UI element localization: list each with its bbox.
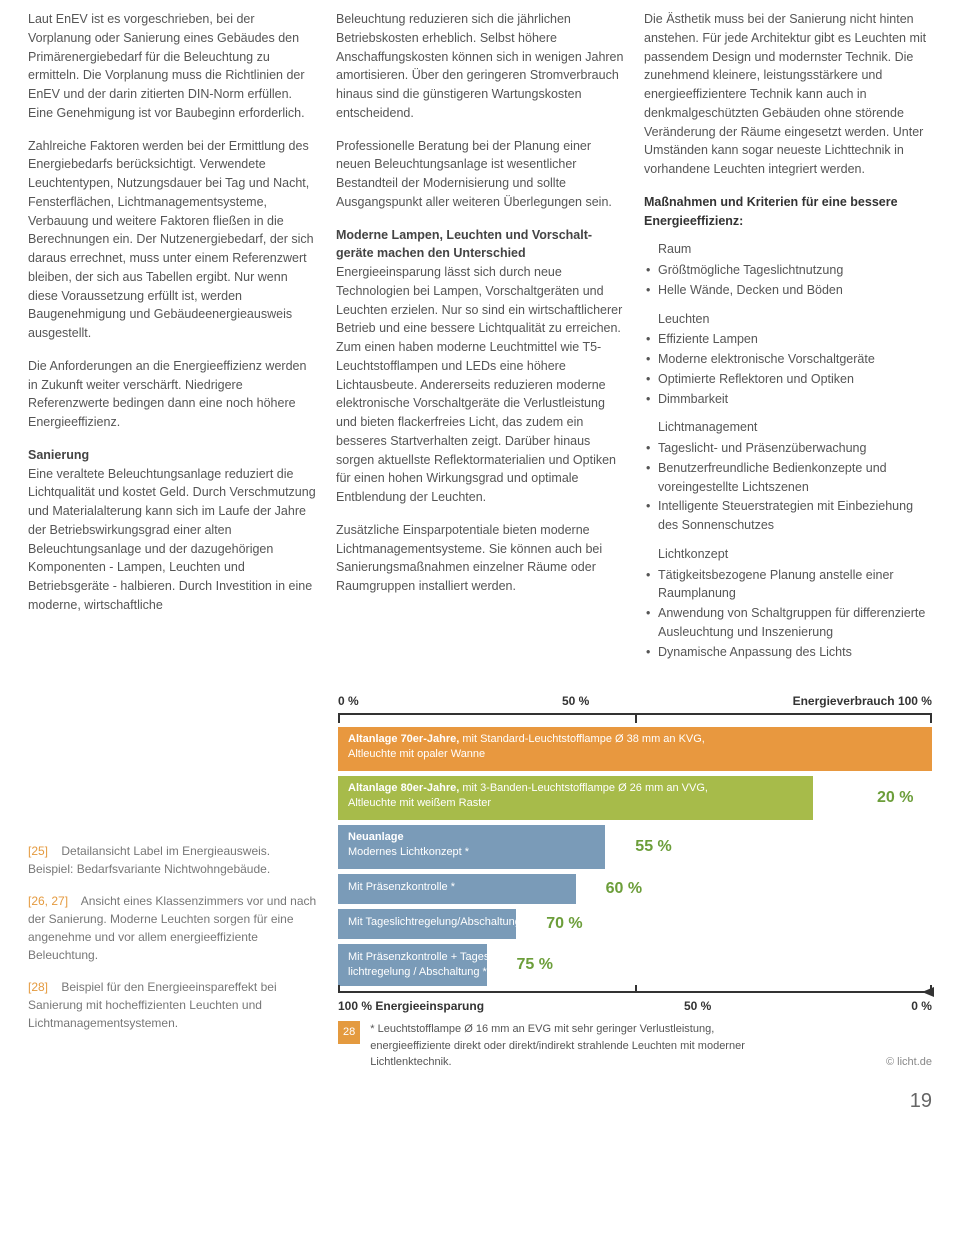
bar-container: Altanlage 70er-Jahre, mit Standard-Leuch… bbox=[338, 727, 932, 869]
credit: © licht.de bbox=[886, 1054, 932, 1071]
category-lichtkonzept: Lichtkonzept bbox=[644, 545, 932, 564]
bottom-section: [25] Detailansicht Label im Energieauswe… bbox=[28, 692, 932, 1071]
axis-label: 100 % Energieeinsparung bbox=[338, 997, 484, 1015]
measures-intro-line: Maßnahmen und Kriterien für eine bessere bbox=[644, 195, 898, 209]
figure-number-badge: 28 bbox=[338, 1021, 360, 1044]
bullet-list-raum: Größtmögliche TageslichtnutzungHelle Wän… bbox=[644, 261, 932, 300]
bullet-list-leuchten: Effiziente LampenModerne elektronische V… bbox=[644, 330, 932, 408]
bullet-item: Optimierte Reflektoren und Optiken bbox=[644, 370, 932, 389]
caption-text: Detailansicht Label im Energieausweis. B… bbox=[28, 844, 270, 876]
axis-label: 0 % bbox=[911, 997, 932, 1015]
paragraph: Die Ästhetik muss bei der Sanierung nich… bbox=[644, 10, 932, 179]
savings-label: 55 % bbox=[635, 835, 671, 859]
bullet-item: Moderne elektronische Vorschaltgeräte bbox=[644, 350, 932, 369]
paragraph: Laut EnEV ist es vorgeschrieben, bei der… bbox=[28, 10, 316, 123]
bullet-item: Dimmbarkeit bbox=[644, 390, 932, 409]
arrow-icon bbox=[922, 987, 934, 997]
bullet-item: Effiziente Lampen bbox=[644, 330, 932, 349]
figure-ref: [25] bbox=[28, 844, 48, 858]
footnote-text: * Leuchtstofflampe Ø 16 mm an EVG mit se… bbox=[370, 1021, 770, 1071]
paragraph: Zusätzliche Einsparpotentiale bieten mod… bbox=[336, 521, 624, 596]
category-raum: Raum bbox=[644, 240, 932, 259]
bar-row: Mit Tageslichtregelung/Abschaltung * 70 % bbox=[338, 909, 932, 939]
bullet-item: Dynamische Anpassung des Lichts bbox=[644, 643, 932, 662]
ruler-bottom bbox=[338, 991, 932, 999]
measures-intro-line: Energieeffizienz: bbox=[644, 214, 743, 228]
paragraph-text: Energieeinsparung lässt sich durch neue … bbox=[336, 265, 622, 504]
column-1: Laut EnEV ist es vorgeschrieben, bei der… bbox=[28, 10, 316, 662]
savings-label: 70 % bbox=[546, 912, 582, 936]
paragraph-text: Eine veraltete Beleuchtungsanlage reduzi… bbox=[28, 467, 316, 612]
paragraph: Zahlreiche Faktoren werden bei der Ermit… bbox=[28, 137, 316, 343]
page: Laut EnEV ist es vorgeschrieben, bei der… bbox=[0, 0, 960, 1086]
bar-row: Altanlage 80er-Jahre, mit 3-Banden-Leuch… bbox=[338, 776, 932, 820]
axis-label: 0 % bbox=[338, 692, 359, 710]
bar-row: Mit Präsenzkontrolle + Tages-lichtregelu… bbox=[338, 944, 932, 986]
chart-bar: Altanlage 80er-Jahre, mit 3-Banden-Leuch… bbox=[338, 776, 813, 820]
bullet-item: Tätigkeitsbezogene Planung anstelle eine… bbox=[644, 566, 932, 604]
axis-bottom: 100 % Energieeinsparung 50 % 0 % bbox=[338, 997, 932, 1015]
axis-label: 50 % bbox=[562, 692, 589, 710]
bar-row: Altanlage 70er-Jahre, mit Standard-Leuch… bbox=[338, 727, 932, 771]
chart-bar: Altanlage 70er-Jahre, mit Standard-Leuch… bbox=[338, 727, 932, 771]
short-bar-container: Mit Präsenzkontrolle * 60 % Mit Tageslicht… bbox=[338, 874, 932, 986]
savings-label: 20 % bbox=[877, 786, 913, 810]
measures-intro: Maßnahmen und Kriterien für eine bessere… bbox=[644, 193, 932, 231]
column-2: Beleuchtung reduzieren sich die jährlich… bbox=[336, 10, 624, 662]
bullet-item: Größtmögliche Tageslichtnutzung bbox=[644, 261, 932, 280]
bullet-list-lichtmanagement: Tageslicht- und PräsenzüberwachungBenutz… bbox=[644, 439, 932, 535]
chart-footnote: 28 * Leuchtstofflampe Ø 16 mm an EVG mit… bbox=[338, 1021, 932, 1071]
page-number: 19 bbox=[0, 1086, 960, 1126]
paragraph: Sanierung Eine veraltete Beleuchtungsanl… bbox=[28, 446, 316, 615]
bullet-item: Helle Wände, Decken und Böden bbox=[644, 281, 932, 300]
savings-label: 60 % bbox=[606, 877, 642, 901]
paragraph: Beleuchtung reduzieren sich die jährlich… bbox=[336, 10, 624, 123]
subheading: Sanierung bbox=[28, 448, 89, 462]
chart-bar: Mit Präsenzkontrolle * bbox=[338, 874, 576, 904]
bar-row: Neuanlage Modernes Lichtkonzept * 55 % bbox=[338, 825, 932, 869]
bullet-item: Anwendung von Schaltgruppen für differen… bbox=[644, 604, 932, 642]
chart-bar: Mit Präsenzkontrolle + Tages-lichtregelu… bbox=[338, 944, 487, 986]
paragraph: Moderne Lampen, Leuchten und Vorschalt- … bbox=[336, 226, 624, 507]
bullet-item: Tageslicht- und Präsenzüberwachung bbox=[644, 439, 932, 458]
category-lichtmanagement: Lichtmanagement bbox=[644, 418, 932, 437]
savings-label: 75 % bbox=[517, 953, 553, 977]
caption: [25] Detailansicht Label im Energieauswe… bbox=[28, 842, 318, 878]
subheading: Moderne Lampen, Leuchten und Vorschalt- bbox=[336, 228, 592, 242]
bullet-list-lichtkonzept: Tätigkeitsbezogene Planung anstelle eine… bbox=[644, 566, 932, 662]
chart-bar: Mit Tageslichtregelung/Abschaltung * bbox=[338, 909, 516, 939]
bar-row: Mit Präsenzkontrolle * 60 % bbox=[338, 874, 932, 904]
axis-label: Energieverbrauch 100 % bbox=[793, 692, 932, 710]
chart-bar: Neuanlage Modernes Lichtkonzept * bbox=[338, 825, 605, 869]
figure-captions: [25] Detailansicht Label im Energieauswe… bbox=[28, 692, 318, 1071]
text-columns: Laut EnEV ist es vorgeschrieben, bei der… bbox=[28, 10, 932, 662]
column-3: Die Ästhetik muss bei der Sanierung nich… bbox=[644, 10, 932, 662]
subheading: geräte machen den Unterschied bbox=[336, 246, 526, 260]
caption: [28] Beispiel für den Energieeinspareffe… bbox=[28, 978, 318, 1032]
energy-savings-chart: 0 % 50 % Energieverbrauch 100 % Altanlag… bbox=[338, 692, 932, 1071]
ruler-top bbox=[338, 713, 932, 721]
figure-ref: [28] bbox=[28, 980, 48, 994]
axis-label: 50 % bbox=[684, 997, 711, 1015]
bullet-item: Intelligente Steuerstrategien mit Einbez… bbox=[644, 497, 932, 535]
category-leuchten: Leuchten bbox=[644, 310, 932, 329]
caption-text: Ansicht eines Klassenzimmers vor und nac… bbox=[28, 894, 316, 962]
caption: [26, 27] Ansicht eines Klassenzimmers vo… bbox=[28, 892, 318, 964]
caption-text: Beispiel für den Energieeinspareffekt be… bbox=[28, 980, 277, 1030]
axis-top: 0 % 50 % Energieverbrauch 100 % bbox=[338, 692, 932, 710]
figure-ref: [26, 27] bbox=[28, 894, 68, 908]
bullet-item: Benutzerfreundliche Bedienkonzepte und v… bbox=[644, 459, 932, 497]
paragraph: Professionelle Beratung bei der Planung … bbox=[336, 137, 624, 212]
paragraph: Die Anforderungen an die Energieeffizien… bbox=[28, 357, 316, 432]
